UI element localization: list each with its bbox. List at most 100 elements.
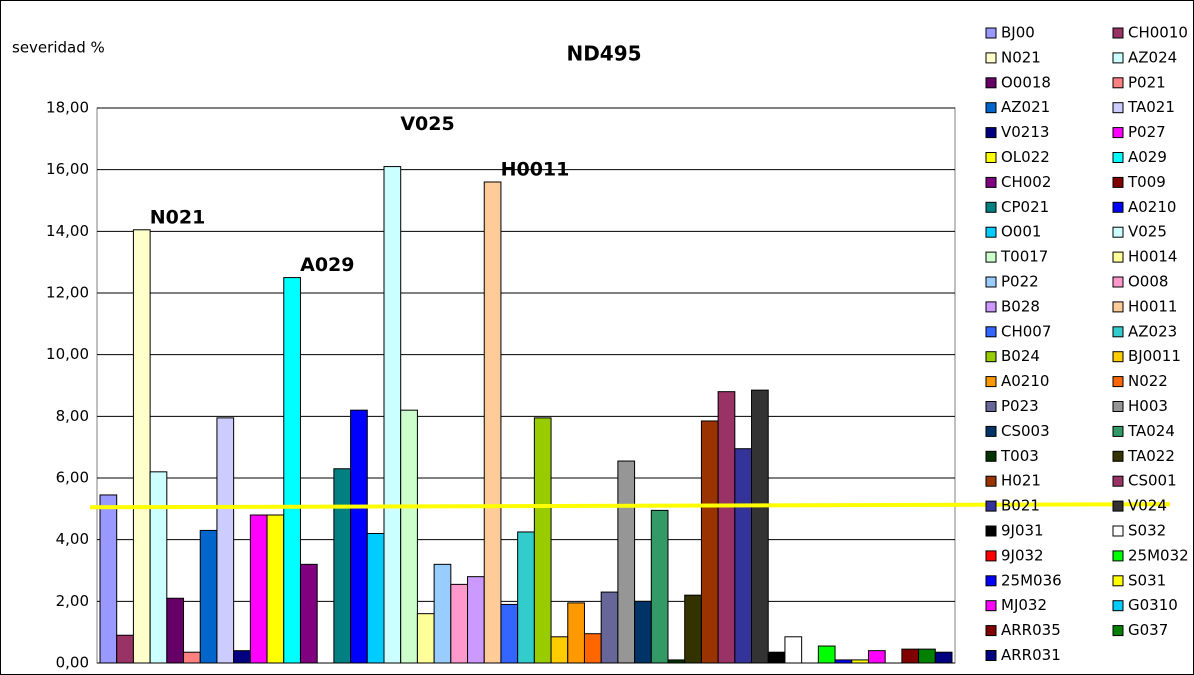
legend-label: S031 (1128, 571, 1166, 589)
bar (249, 514, 268, 664)
bar (500, 603, 519, 664)
y-tick-label: 16,00 (46, 160, 89, 178)
annotation: A029 (300, 254, 354, 276)
legend-swatch (985, 650, 997, 661)
legend-label: MJ032 (1001, 596, 1047, 614)
legend-label: 9J032 (1001, 546, 1044, 564)
bar (934, 651, 953, 664)
legend-swatch (985, 401, 997, 412)
legend-label: AZ024 (1128, 48, 1177, 66)
y-tick-label: 18,00 (46, 99, 89, 117)
legend-swatch (1112, 401, 1124, 412)
legend-swatch (1112, 102, 1124, 114)
y-tick-label: 2,00 (56, 592, 89, 610)
bar (867, 650, 886, 664)
legend-swatch (1112, 450, 1124, 462)
legend-swatch (1112, 475, 1124, 487)
legend-swatch (1112, 226, 1124, 238)
annotation: V025 (400, 113, 454, 135)
bar (283, 277, 301, 664)
legend-label: TA024 (1127, 422, 1175, 440)
legend-label: H0014 (1128, 248, 1177, 266)
legend-label: V024 (1128, 497, 1167, 515)
legend-swatch (1112, 152, 1124, 163)
y-tick-label: 4,00 (56, 530, 89, 548)
legend-swatch (985, 525, 997, 537)
legend-swatch (1112, 500, 1124, 512)
legend-label: A0210 (1128, 198, 1176, 216)
legend-label: P021 (1128, 73, 1166, 91)
bar (99, 494, 118, 664)
legend-swatch (1112, 27, 1124, 39)
bar (617, 460, 636, 664)
legend-swatch (985, 600, 997, 612)
legend-label: 25M036 (1001, 571, 1062, 589)
legend-label: T003 (1000, 447, 1039, 465)
legend-label: B024 (1001, 347, 1040, 365)
legend-label: CH0010 (1128, 24, 1188, 42)
legend-label: N022 (1128, 372, 1168, 390)
bar (166, 597, 185, 664)
bar (834, 659, 853, 664)
legend-swatch (1112, 376, 1124, 388)
legend-swatch (985, 77, 997, 89)
bar (266, 514, 285, 664)
legend-swatch (1112, 525, 1124, 537)
legend-swatch (1112, 550, 1124, 562)
legend-swatch (1112, 201, 1124, 213)
legend-label: AZ023 (1128, 322, 1177, 340)
bar (684, 594, 702, 664)
legend-swatch (985, 127, 997, 139)
legend-swatch (985, 276, 997, 288)
y-tick-label: 0,00 (56, 654, 89, 672)
bar (784, 636, 803, 664)
legend-swatch (985, 326, 997, 338)
legend-label: CS003 (1001, 422, 1050, 440)
bar (650, 509, 669, 664)
legend-swatch (1112, 276, 1124, 288)
bar (233, 650, 251, 664)
legend-label: P027 (1128, 123, 1166, 141)
bar (767, 651, 786, 664)
bar (851, 659, 869, 664)
annotation: N021 (150, 206, 206, 228)
bar (734, 448, 753, 664)
legend-swatch (1112, 127, 1124, 139)
legend-swatch (1112, 251, 1124, 263)
bar (350, 409, 368, 664)
legend-label: H0011 (1128, 297, 1177, 315)
chart-title: ND495 (566, 42, 641, 66)
legend-swatch (985, 550, 997, 562)
bar (433, 563, 452, 664)
bar (517, 531, 535, 664)
legend-label: V025 (1128, 223, 1167, 241)
legend-swatch (985, 575, 997, 587)
bar (600, 591, 619, 664)
legend-swatch (1112, 351, 1124, 363)
legend-swatch (1112, 625, 1124, 637)
legend-label: S032 (1128, 522, 1166, 540)
bar (533, 417, 552, 664)
y-axis-label: severidad % (12, 39, 105, 57)
legend-label: 9J031 (1001, 522, 1044, 540)
legend-label: BJ0011 (1128, 347, 1181, 365)
bar (216, 417, 235, 664)
legend-swatch (1112, 52, 1124, 64)
legend-swatch (1112, 326, 1124, 338)
legend-label: A0210 (1001, 372, 1049, 390)
bar (901, 648, 920, 664)
bar (383, 166, 402, 664)
bar (467, 576, 485, 664)
bar (567, 602, 585, 664)
legend-swatch (985, 251, 997, 263)
y-tick-label: 12,00 (46, 284, 89, 302)
bar (299, 563, 318, 664)
legend-swatch (985, 500, 997, 512)
legend-label: N021 (1001, 48, 1041, 66)
legend-swatch (1112, 425, 1124, 437)
y-tick-label: 6,00 (56, 469, 89, 487)
legend-label: 25M032 (1128, 546, 1189, 564)
bar (333, 468, 352, 664)
legend-swatch (985, 226, 997, 238)
legend-label: O008 (1128, 273, 1168, 291)
